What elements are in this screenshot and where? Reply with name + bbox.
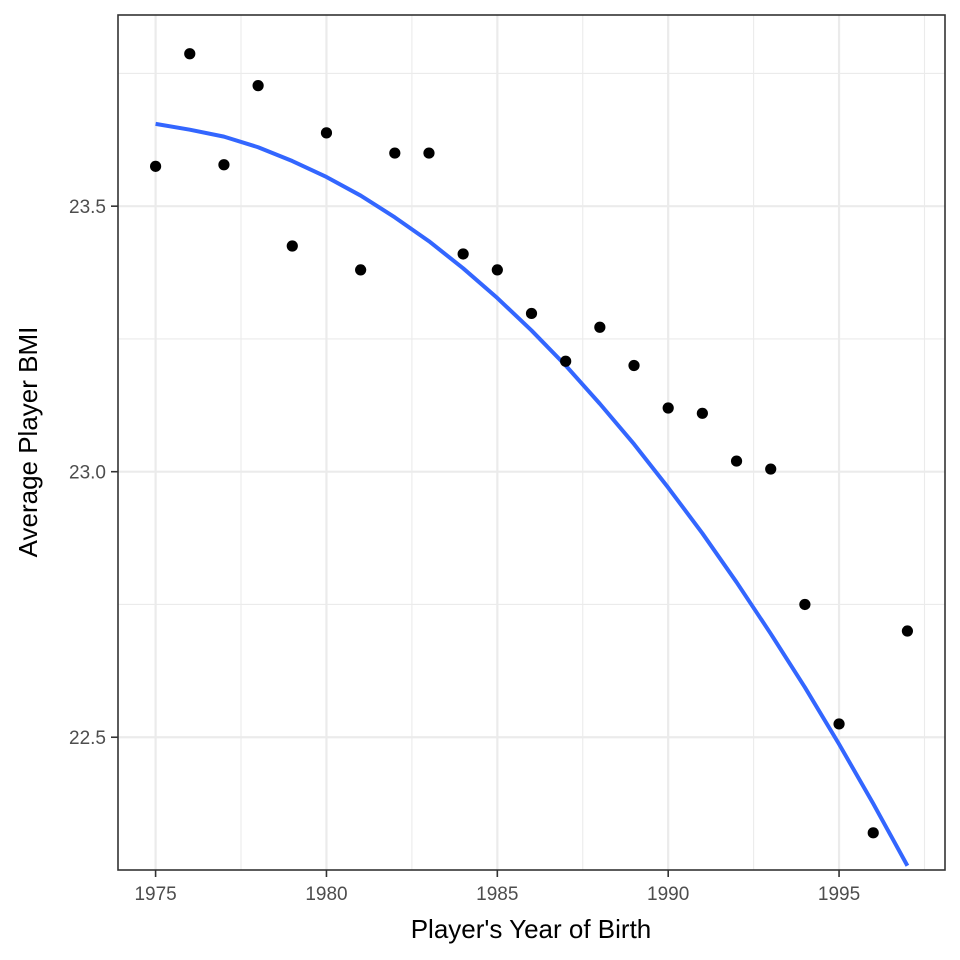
data-point bbox=[286, 240, 298, 252]
data-point bbox=[457, 248, 469, 260]
data-point bbox=[594, 321, 606, 333]
data-point bbox=[662, 402, 674, 414]
y-axis: 22.5 23.0 23.5 bbox=[69, 197, 118, 749]
data-point bbox=[560, 355, 572, 367]
x-tick-label: 1985 bbox=[476, 884, 518, 905]
x-tick-label: 1975 bbox=[134, 884, 176, 905]
panel-border bbox=[117, 14, 946, 871]
data-point bbox=[218, 159, 230, 171]
data-point bbox=[491, 264, 503, 276]
x-axis-title: Player's Year of Birth bbox=[411, 914, 652, 944]
points-layer bbox=[149, 48, 914, 839]
x-tick-label: 1995 bbox=[818, 884, 860, 905]
data-point bbox=[320, 127, 333, 139]
trend-layer bbox=[155, 121, 910, 867]
data-point bbox=[901, 625, 914, 637]
data-point bbox=[799, 598, 811, 611]
data-point bbox=[389, 147, 401, 159]
x-axis: 1975 1980 1985 1990 1995 bbox=[134, 870, 860, 905]
y-tick-label: 23.0 bbox=[69, 463, 106, 484]
x-tick-label: 1990 bbox=[647, 884, 689, 905]
data-point bbox=[525, 307, 538, 320]
y-tick-label: 23.5 bbox=[69, 197, 106, 218]
data-point bbox=[628, 359, 640, 372]
y-tick-label: 22.5 bbox=[69, 728, 106, 749]
data-point bbox=[696, 407, 708, 419]
data-point bbox=[423, 147, 435, 159]
x-tick-label: 1980 bbox=[305, 884, 347, 905]
data-point bbox=[149, 160, 162, 172]
data-point bbox=[355, 264, 367, 276]
data-point bbox=[730, 455, 743, 467]
data-point bbox=[833, 718, 845, 730]
data-point bbox=[867, 827, 879, 839]
trend-line bbox=[155, 121, 910, 867]
data-point bbox=[252, 80, 264, 92]
minor-gridlines bbox=[118, 15, 945, 870]
y-axis-title: Average Player BMI bbox=[13, 327, 43, 558]
data-point bbox=[184, 48, 196, 60]
data-point bbox=[765, 463, 777, 475]
